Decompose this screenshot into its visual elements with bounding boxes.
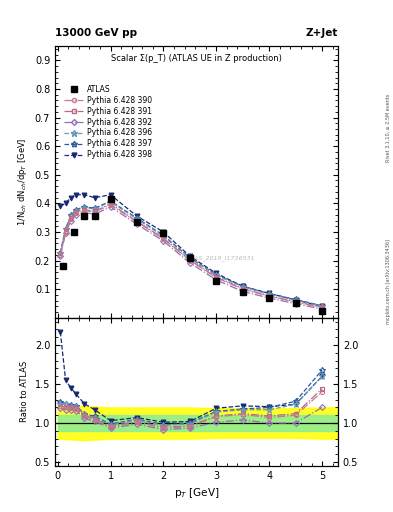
- Text: Rivet 3.1.10, ≥ 2.5M events: Rivet 3.1.10, ≥ 2.5M events: [386, 94, 391, 162]
- Text: mcplots.cern.ch [arXiv:1306.3436]: mcplots.cern.ch [arXiv:1306.3436]: [386, 239, 391, 324]
- Text: 13000 GeV pp: 13000 GeV pp: [55, 28, 137, 38]
- Text: Z+Jet: Z+Jet: [306, 28, 338, 38]
- Legend: ATLAS, Pythia 6.428 390, Pythia 6.428 391, Pythia 6.428 392, Pythia 6.428 396, P: ATLAS, Pythia 6.428 390, Pythia 6.428 39…: [62, 82, 154, 162]
- Text: Scalar Σ(p_T) (ATLAS UE in Z production): Scalar Σ(p_T) (ATLAS UE in Z production): [111, 54, 282, 63]
- Y-axis label: Ratio to ATLAS: Ratio to ATLAS: [20, 361, 29, 422]
- Y-axis label: 1/N$_{ch}$ dN$_{ch}$/dp$_T$ [GeV]: 1/N$_{ch}$ dN$_{ch}$/dp$_T$ [GeV]: [16, 138, 29, 226]
- Text: ATLAS_2019_I1736531: ATLAS_2019_I1736531: [184, 255, 255, 261]
- X-axis label: p$_T$ [GeV]: p$_T$ [GeV]: [174, 486, 219, 500]
